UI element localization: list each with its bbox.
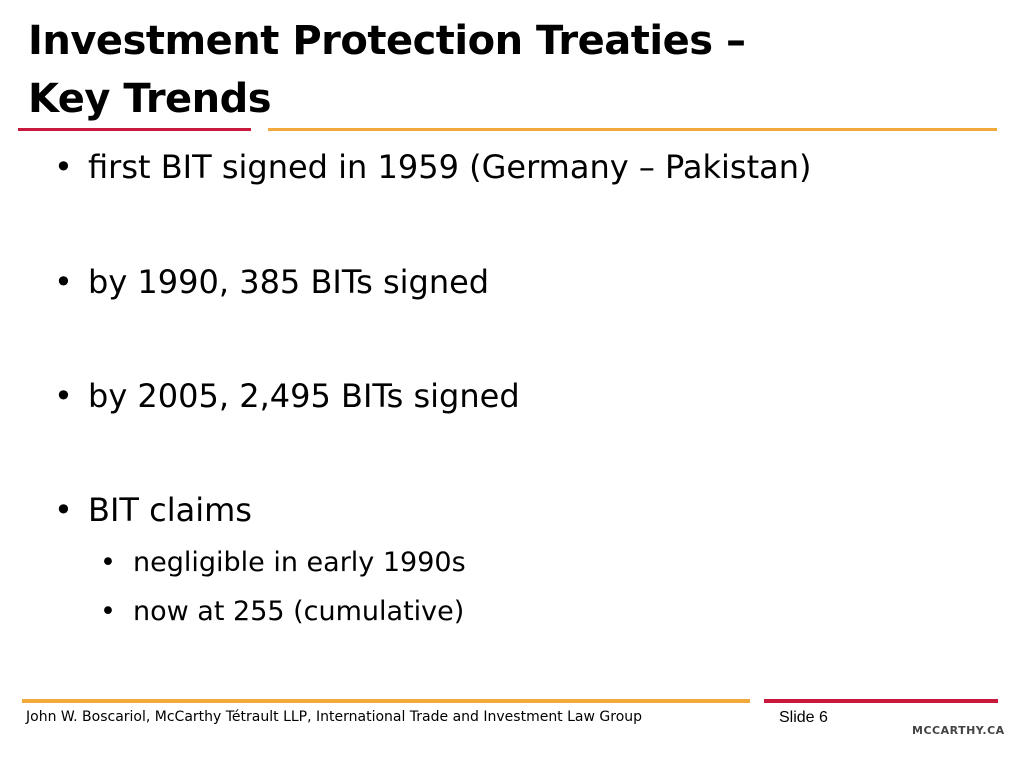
sub-bullet-text: now at 255 (cumulative) [133,596,465,627]
slide-title-line-2: Key Trends [28,76,272,122]
footer-rule-red [764,699,998,703]
bullet-symbol: • [54,263,73,301]
footer-author: John W. Boscariol, McCarthy Tétrault LLP… [26,709,643,725]
bullet-symbol: • [54,491,73,529]
bullet-symbol: • [100,547,116,578]
bullet-item: • by 2005, 2,495 BITs signed [54,376,520,416]
bullet-item: • by 1990, 385 BITs signed [54,262,489,302]
slide-title-line-1: Investment Protection Treaties – [28,18,746,64]
title-rule-orange [268,128,997,131]
footer-rule-orange [22,699,750,703]
sub-bullet-item: • negligible in early 1990s [100,546,466,580]
bullet-symbol: • [54,377,73,415]
bullet-text: by 2005, 2,495 BITs signed [88,377,520,415]
bullet-text: first BIT signed in 1959 (Germany – Paki… [88,148,812,186]
slide-title: Investment Protection Treaties – Key Tre… [28,12,746,128]
bullet-text: by 1990, 385 BITs signed [88,263,490,301]
bullet-symbol: • [54,148,73,186]
mccarthy-logo: MCCARTHY.CA [912,724,1005,737]
bullet-item: • BIT claims [54,490,252,530]
slide-number: Slide 6 [779,709,828,726]
bullet-item: • first BIT signed in 1959 (Germany – Pak… [54,147,811,187]
bullet-text: BIT claims [88,491,252,529]
bullet-symbol: • [100,596,116,627]
sub-bullet-item: • now at 255 (cumulative) [100,595,464,629]
sub-bullet-text: negligible in early 1990s [133,547,466,578]
title-rule-red [18,128,251,131]
